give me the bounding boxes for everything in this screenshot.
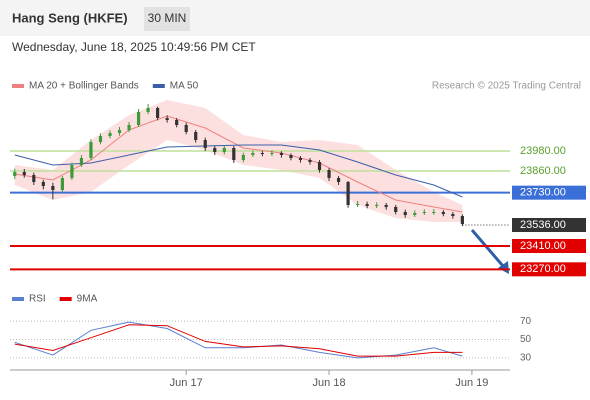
level-label: 23860.00 — [520, 165, 566, 177]
arrow-head — [498, 261, 509, 274]
candle-body — [127, 125, 131, 130]
candle-body — [403, 212, 407, 215]
legend-swatch — [12, 84, 24, 88]
candle-body — [260, 153, 264, 154]
candle-body — [422, 212, 426, 213]
candle-body — [394, 207, 398, 212]
level-label: 23410.00 — [520, 240, 566, 252]
candle-body — [89, 142, 93, 158]
candle-body — [98, 136, 103, 142]
candle-body — [460, 216, 464, 224]
indicator-line — [14, 324, 463, 357]
level-label: 23730.00 — [520, 187, 566, 199]
current-price-box — [512, 218, 586, 232]
candle-body — [184, 125, 188, 132]
candle-body — [136, 112, 141, 125]
candle-body — [356, 204, 360, 205]
legend-label: RSI — [29, 294, 46, 305]
candle-body — [279, 153, 284, 155]
candle-body — [317, 162, 322, 170]
candle-body — [413, 213, 417, 215]
candle-body — [194, 132, 198, 140]
candle-body — [270, 153, 274, 154]
level-label: 23270.00 — [520, 263, 566, 275]
candle-body — [289, 155, 293, 158]
y-tick-label: 70 — [520, 316, 532, 327]
candle-body — [327, 170, 331, 178]
x-tick-label: Jun 19 — [455, 377, 488, 389]
candle-body — [222, 148, 226, 152]
candle-body — [308, 160, 312, 162]
current-price-label: 23536.00 — [520, 219, 566, 231]
candle-body — [51, 186, 55, 190]
candle-body — [117, 130, 122, 133]
candle-body — [108, 133, 112, 136]
candle-body — [13, 172, 17, 176]
indicator-line — [14, 321, 463, 359]
legend-swatch — [12, 297, 24, 301]
candle-body — [41, 182, 45, 186]
x-tick-label: Jun 17 — [170, 377, 203, 389]
candle-body — [175, 120, 179, 125]
level-box — [512, 262, 586, 277]
bollinger-band — [14, 100, 463, 222]
legend-label: MA 50 — [170, 81, 199, 92]
candle-body — [60, 178, 64, 190]
candle-body — [232, 148, 236, 160]
y-tick-label: 50 — [520, 334, 532, 345]
candle-body — [432, 212, 436, 213]
legend-swatch — [59, 297, 72, 301]
candle-body — [298, 158, 303, 160]
level-box — [512, 185, 586, 200]
candle-body — [203, 140, 207, 148]
moving-average — [14, 144, 463, 198]
candle-body — [451, 214, 455, 216]
title: Hang Seng (HKFE) — [12, 10, 128, 25]
candle-body — [79, 158, 84, 165]
candle-body — [156, 108, 160, 118]
arrow — [470, 229, 505, 267]
candle-body — [22, 172, 26, 175]
x-tick-label: Jun 18 — [313, 377, 346, 389]
legend-label: MA 20 + Bollinger Bands — [29, 81, 139, 92]
candle-body — [146, 108, 150, 112]
source: Research © 2025 Trading Central — [432, 81, 581, 92]
legend-swatch — [152, 84, 165, 88]
timeframe[interactable]: 30 MIN — [148, 11, 187, 25]
candle-body — [384, 205, 388, 207]
datetime: Wednesday, June 18, 2025 10:49:56 PM CET — [12, 40, 256, 54]
candle-body — [32, 175, 36, 182]
timeframe-box[interactable] — [144, 7, 190, 31]
level-box — [512, 239, 586, 253]
candle-body — [336, 178, 341, 182]
candle-body — [241, 155, 245, 160]
candle-body — [213, 148, 217, 152]
legend-label: 9MA — [77, 294, 98, 305]
candle-body — [165, 118, 169, 120]
candle-body — [251, 153, 255, 155]
level-label: 23980.00 — [520, 145, 566, 157]
candle-body — [70, 165, 74, 178]
y-tick-label: 30 — [520, 353, 532, 364]
candle-body — [375, 205, 379, 206]
candle-body — [365, 204, 369, 206]
candle-body — [346, 182, 350, 205]
candle-body — [441, 212, 445, 214]
title-bar — [0, 0, 590, 36]
